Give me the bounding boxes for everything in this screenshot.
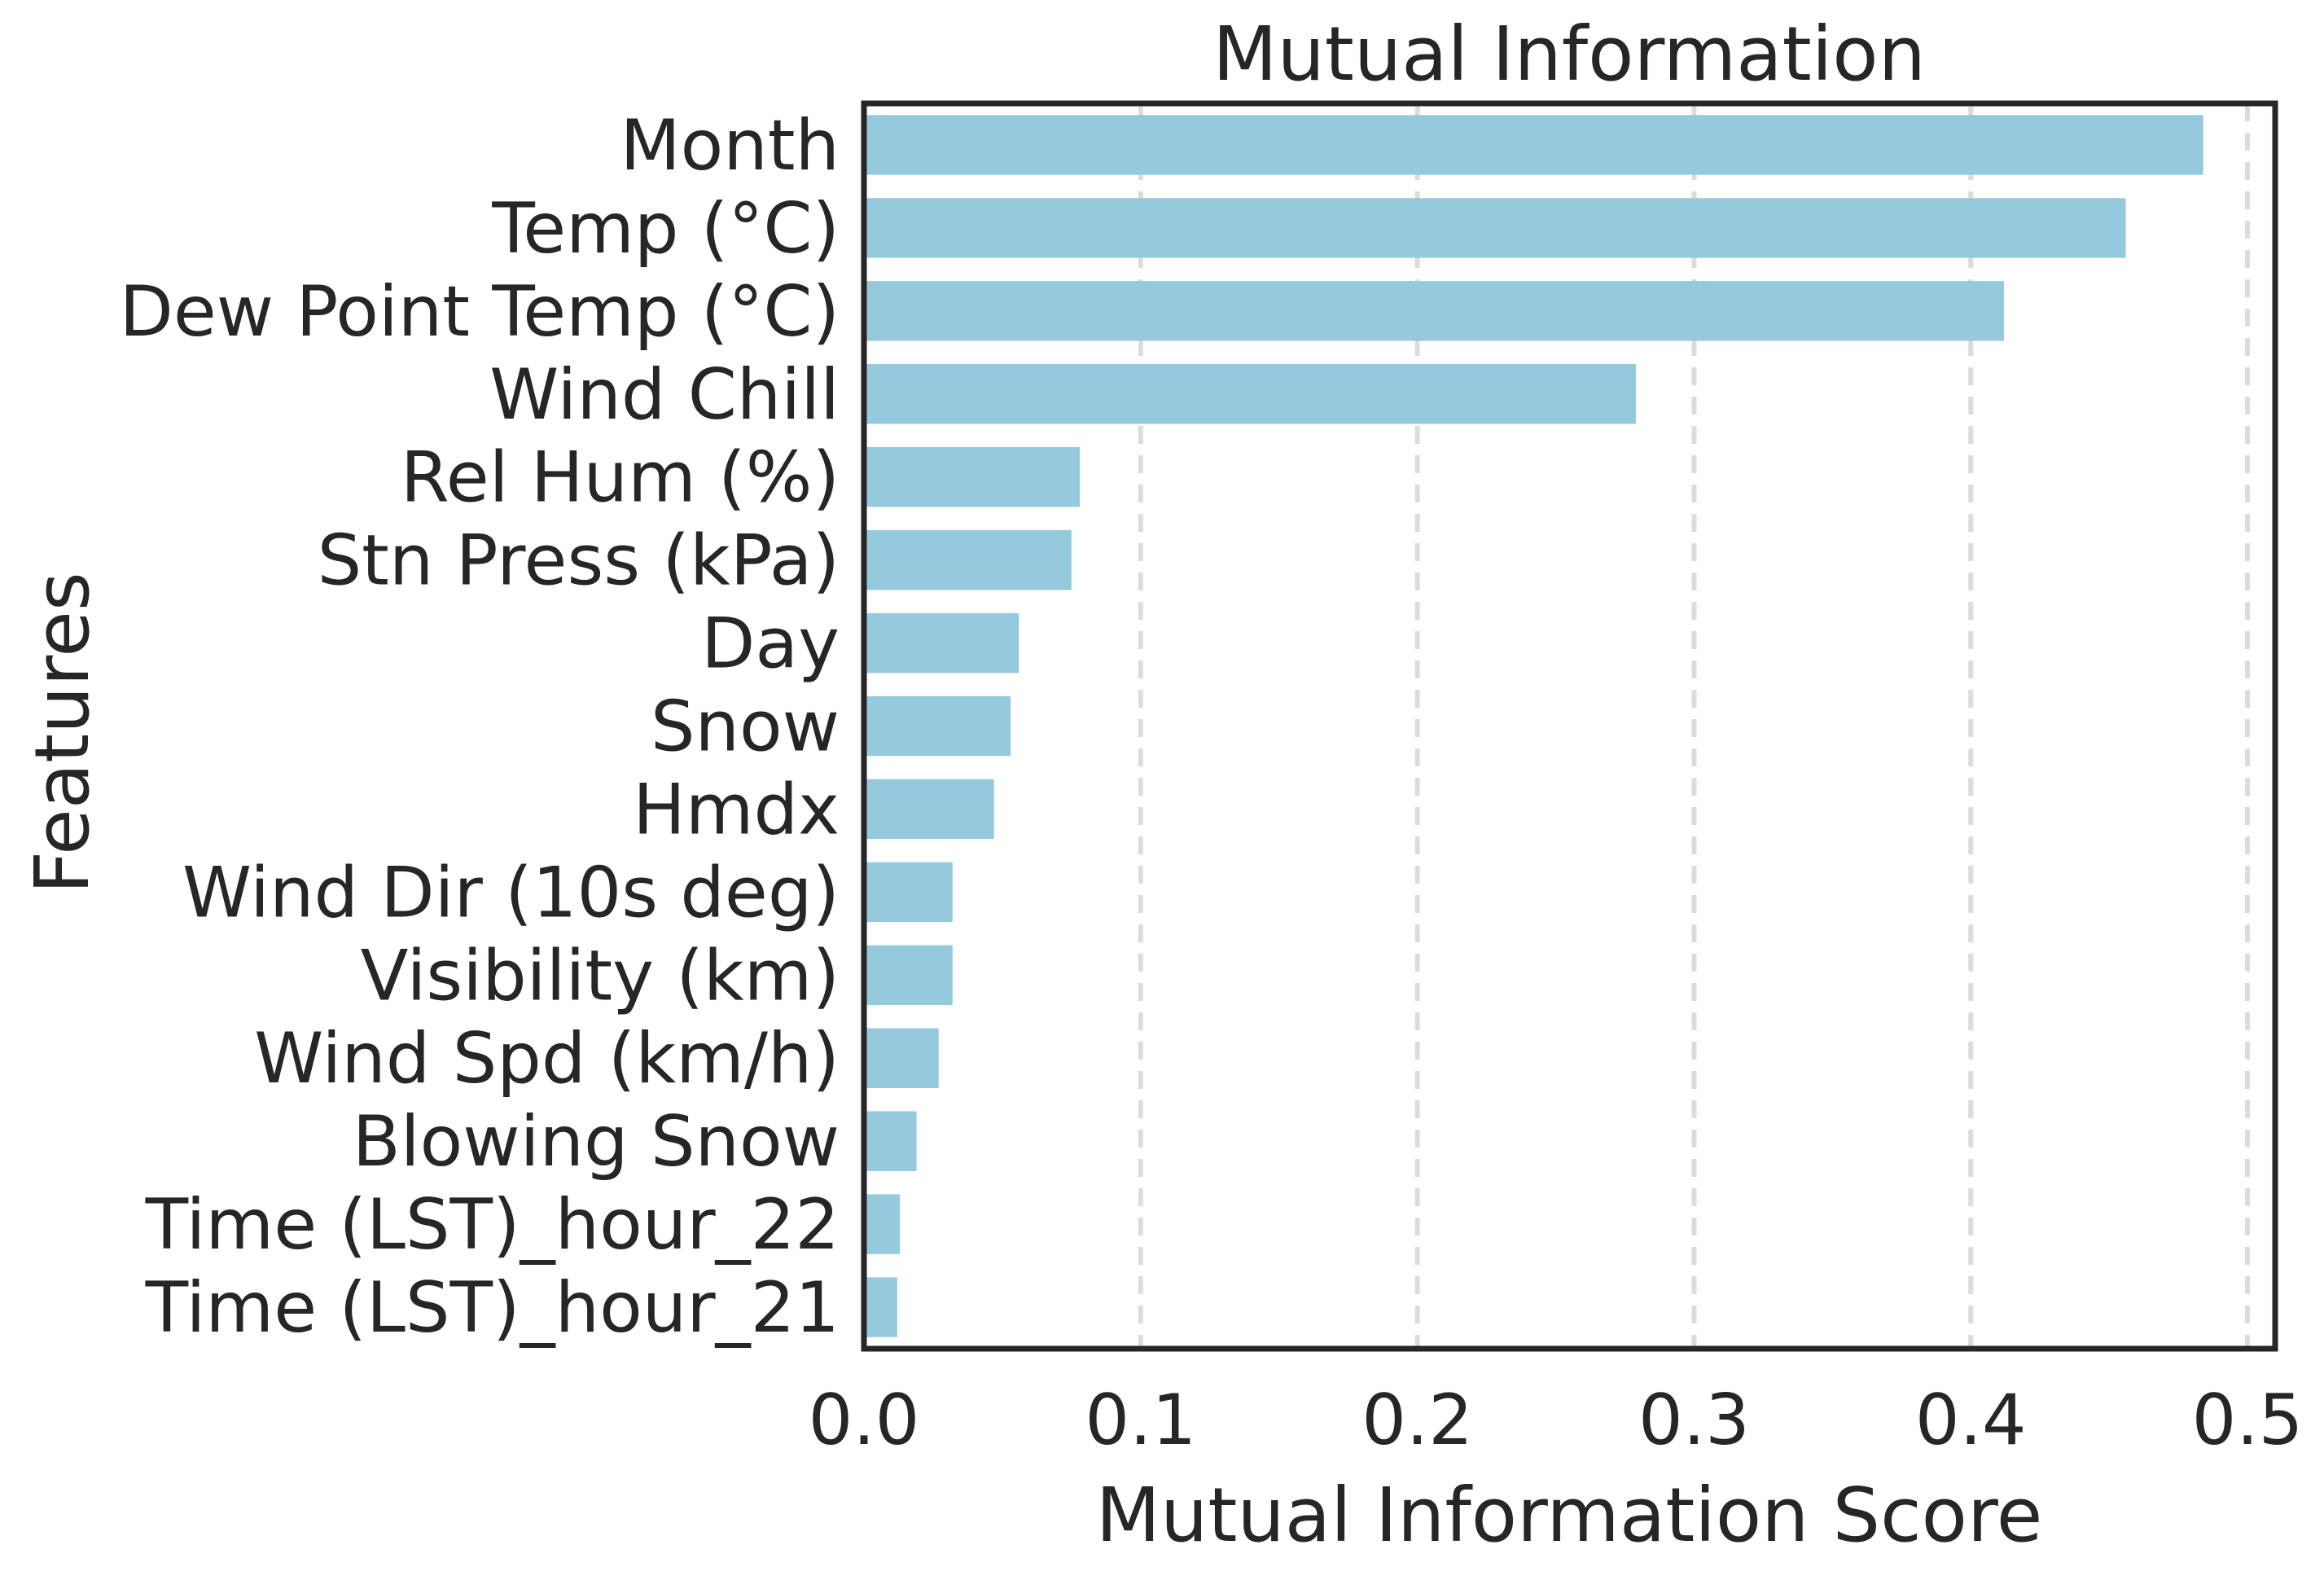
chart-title: Mutual Information (1212, 11, 1926, 98)
x-tick-label: 0.0 (809, 1380, 920, 1461)
bar (864, 1194, 901, 1254)
x-tick-label: 0.3 (1638, 1380, 1750, 1461)
bar (864, 281, 2004, 341)
bar (864, 862, 953, 923)
x-tick-label: 0.2 (1362, 1380, 1473, 1461)
category-label: Hmdx (633, 769, 840, 850)
x-axis-label: Mutual Information Score (1096, 1472, 2043, 1559)
x-tick-labels: 0.0 0.1 0.2 0.3 0.4 0.5 (809, 1380, 2304, 1461)
x-tick-label: 0.1 (1085, 1380, 1196, 1461)
category-label: Temp (°C) (491, 188, 840, 270)
category-label: Stn Press (kPa) (318, 520, 840, 602)
bar (864, 1111, 917, 1171)
bar (864, 115, 2203, 175)
plot-frame (861, 100, 2278, 1352)
y-axis-label: Features (19, 572, 106, 894)
category-label: Rel Hum (%) (401, 437, 840, 519)
bar (864, 612, 1019, 674)
category-label: Time (LST)_hour_22 (145, 1184, 840, 1266)
category-label: Dew Point Temp (°C) (120, 271, 840, 353)
category-label: Snow (651, 687, 840, 768)
category-label: Time (LST)_hour_21 (145, 1267, 840, 1349)
x-tick-label: 0.4 (1915, 1380, 2027, 1461)
category-label: Wind Dir (10s deg) (182, 852, 840, 933)
bar (864, 447, 1081, 507)
bar (864, 1277, 897, 1337)
category-label: Wind Chill (489, 354, 840, 436)
category-label: Visibility (km) (361, 935, 840, 1016)
category-label: Blowing Snow (353, 1101, 840, 1183)
category-label: Day (701, 603, 840, 685)
bar (864, 198, 2126, 258)
category-label: Wind Spd (km/h) (254, 1018, 840, 1099)
bar (864, 1028, 939, 1088)
x-tick-label: 0.5 (2192, 1380, 2304, 1461)
bar (864, 529, 1072, 590)
bar (864, 364, 1637, 424)
category-label: Month (620, 105, 840, 187)
bar (864, 779, 994, 840)
bar (864, 945, 953, 1005)
bars-layer (864, 115, 2203, 1337)
bar (864, 696, 1011, 757)
